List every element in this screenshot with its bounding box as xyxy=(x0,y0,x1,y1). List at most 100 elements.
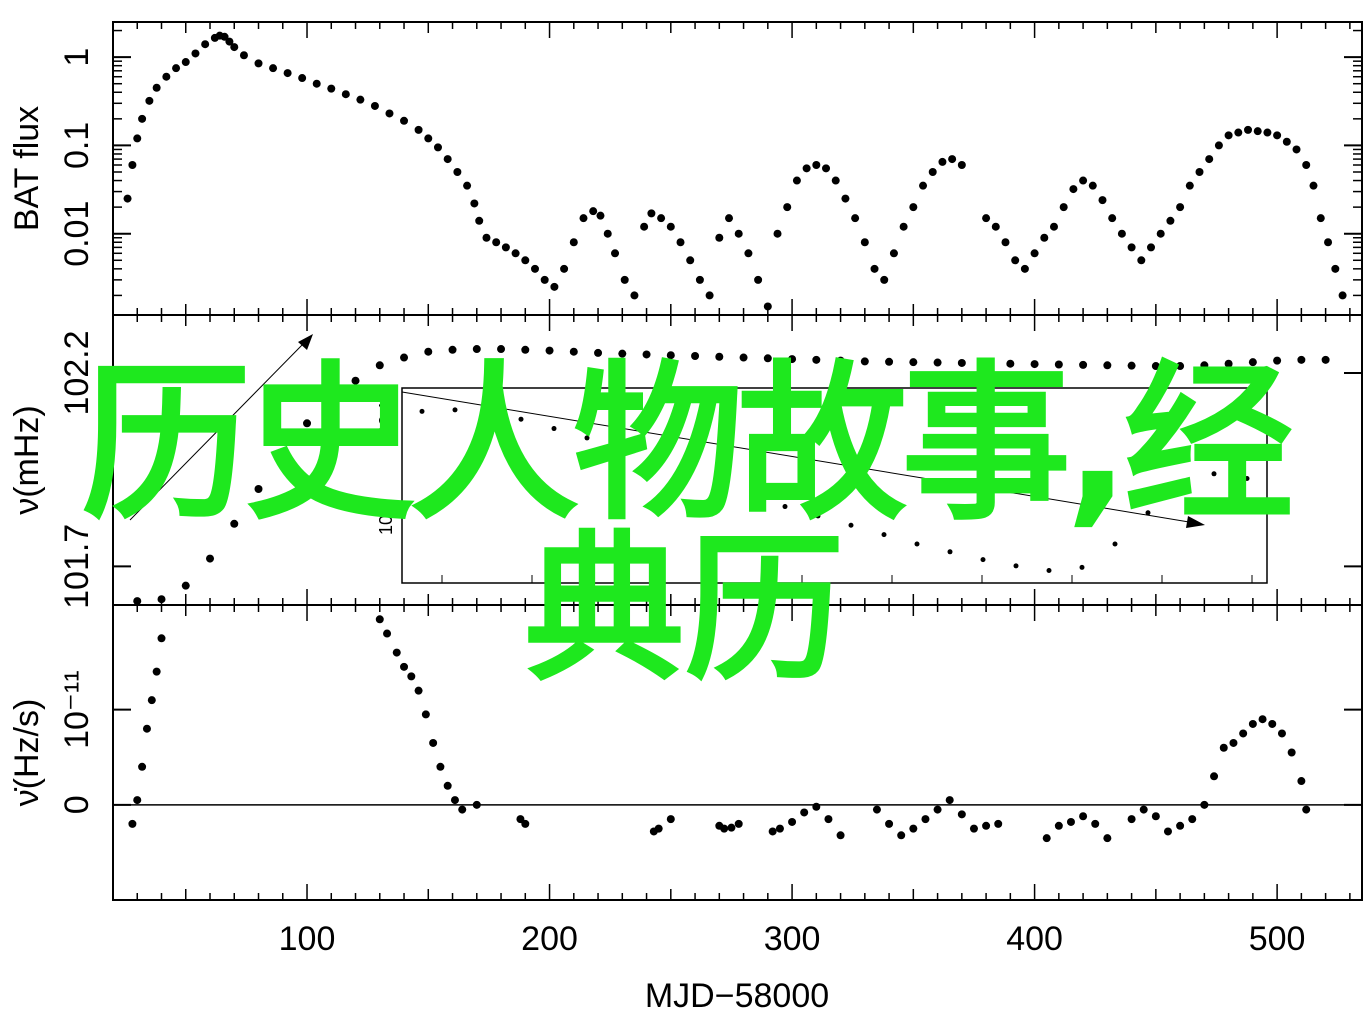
y-tick-label: 0.1 xyxy=(58,122,96,169)
data-point xyxy=(400,116,409,125)
data-point xyxy=(424,134,433,143)
data-point xyxy=(1309,181,1318,190)
panel-frame xyxy=(112,21,1363,316)
data-point xyxy=(1040,233,1049,242)
data-point xyxy=(642,350,651,359)
data-point xyxy=(909,358,918,367)
data-point xyxy=(754,275,763,284)
data-point xyxy=(734,819,743,828)
data-point xyxy=(1127,243,1136,252)
inset-data-point xyxy=(617,447,623,453)
data-point xyxy=(463,181,472,190)
data-point xyxy=(1147,243,1156,252)
data-point xyxy=(1066,817,1075,826)
data-point xyxy=(948,155,957,164)
data-point xyxy=(1020,264,1029,273)
data-point xyxy=(744,249,753,258)
data-point xyxy=(812,355,821,364)
data-point xyxy=(278,450,287,459)
arrow-line xyxy=(401,391,1196,524)
data-point xyxy=(1273,356,1282,365)
data-point xyxy=(453,167,462,176)
data-point xyxy=(657,214,666,223)
data-point xyxy=(470,199,479,208)
data-point xyxy=(1210,772,1219,781)
data-point xyxy=(560,264,569,273)
data-point xyxy=(836,831,845,840)
data-point xyxy=(899,222,908,231)
data-point xyxy=(128,161,137,170)
data-point xyxy=(1030,360,1039,369)
panel-bat-flux: 0.01 0.1 1 BAT flux xyxy=(8,21,1363,316)
data-point xyxy=(579,214,588,223)
data-point xyxy=(715,233,724,242)
data-point xyxy=(994,819,1003,828)
data-point xyxy=(676,238,685,247)
data-point xyxy=(1316,214,1325,223)
data-point xyxy=(1108,214,1117,223)
data-point xyxy=(870,264,879,273)
data-point xyxy=(1139,805,1148,814)
data-point xyxy=(521,256,530,265)
data-point xyxy=(666,351,675,360)
data-point xyxy=(715,352,724,361)
data-point xyxy=(303,419,312,428)
data-point xyxy=(351,376,360,385)
data-point xyxy=(739,353,748,362)
inset-data-point xyxy=(947,549,953,555)
data-point xyxy=(1200,800,1209,809)
data-point xyxy=(1200,361,1209,370)
data-point xyxy=(885,819,894,828)
y-tick-label: 0 xyxy=(58,795,96,814)
data-point xyxy=(123,194,132,203)
data-point xyxy=(686,256,695,265)
inset-data-point xyxy=(848,522,854,528)
data-point xyxy=(1253,127,1262,136)
data-point xyxy=(448,345,457,354)
inset-data-point xyxy=(1178,482,1184,488)
data-point xyxy=(1188,815,1197,824)
x-axis-label: MJD−58000 xyxy=(645,977,829,1015)
data-point xyxy=(1263,128,1272,137)
data-point xyxy=(375,615,384,624)
panel-frequency: 101.7 102.2 ν(mHz) 102.14 102 xyxy=(8,314,1363,609)
data-point xyxy=(860,357,869,366)
arrow-head xyxy=(298,334,313,350)
data-point xyxy=(1292,145,1301,154)
data-point xyxy=(775,824,784,833)
data-point xyxy=(1282,137,1291,146)
data-point xyxy=(933,358,942,367)
data-point xyxy=(511,249,520,258)
data-point xyxy=(138,762,147,771)
data-point xyxy=(1088,181,1097,190)
data-point xyxy=(424,347,433,356)
x-tick-label: 100 xyxy=(279,920,336,958)
data-point xyxy=(341,90,350,99)
data-point xyxy=(620,275,629,284)
data-point xyxy=(1054,821,1063,830)
data-point xyxy=(1079,360,1088,369)
data-point xyxy=(928,167,937,176)
data-point xyxy=(860,238,869,247)
data-point xyxy=(1059,203,1068,212)
data-point xyxy=(1079,812,1088,821)
data-point xyxy=(206,554,215,563)
data-point xyxy=(545,346,554,355)
data-point xyxy=(433,143,442,152)
data-point xyxy=(1163,827,1172,836)
data-point xyxy=(763,354,772,363)
data-point xyxy=(147,696,156,705)
data-point xyxy=(312,79,321,88)
data-point xyxy=(1302,805,1311,814)
data-point xyxy=(763,302,772,311)
data-point xyxy=(812,161,821,170)
data-point xyxy=(836,356,845,365)
data-point xyxy=(705,291,714,300)
inset-data-point xyxy=(815,513,821,519)
inset-y-tick-label: 102.14 xyxy=(376,390,396,445)
data-point xyxy=(1117,229,1126,238)
data-point xyxy=(666,815,675,824)
data-point xyxy=(142,724,151,733)
data-point xyxy=(889,249,898,258)
inset-data-point xyxy=(716,482,722,488)
